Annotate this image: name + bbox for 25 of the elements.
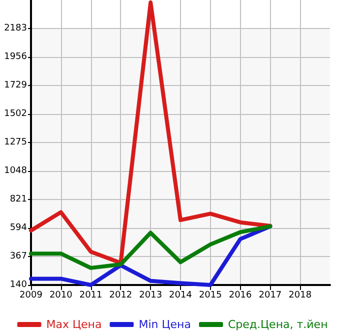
x-tick-label: 2018 [288,290,312,300]
x-tick-label: 2017 [258,290,282,300]
y-tick-label: 2183 [4,24,27,34]
x-tick-label: 2013 [139,290,162,300]
y-tick-label: 1956 [4,52,28,62]
y-tick-label: 1048 [4,166,28,176]
legend-label: Min Цена [138,318,191,331]
x-tick-label: 2011 [79,290,102,300]
y-tick-label: 594 [10,223,28,233]
legend-label: Max Цена [46,318,102,331]
line-series [29,224,272,270]
y-tick-label: 821 [10,194,27,204]
x-tick-label: 2016 [228,290,252,300]
x-tick-label: 2009 [20,290,43,300]
y-tick-label: 1275 [4,138,27,148]
y-tick-label: 367 [10,252,27,262]
legend-label: Сред.Цена, т.йен [228,318,328,331]
line-series [29,0,272,265]
y-tick-label: 1729 [4,80,28,90]
x-tick-label: 2010 [49,290,73,300]
x-tick-label: 2015 [198,290,222,300]
x-tick-label: 2012 [109,290,132,300]
y-tick-label: 1502 [4,109,27,119]
x-tick-label: 2014 [169,290,192,300]
y-tick-label: 140 [10,280,28,290]
